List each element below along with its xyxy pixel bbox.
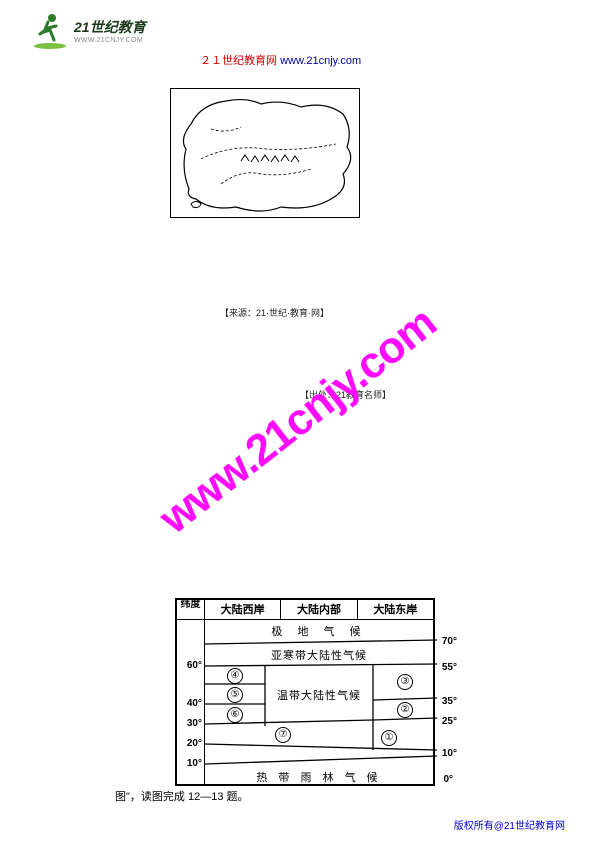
climate-table: 纬度 大陆西岸 大陆内部 大陆东岸 60° 40° 30° 20° 10° 70…: [175, 598, 435, 786]
figure-caption: 图"，读图完成 12—13 题。: [115, 788, 249, 804]
climate-table-body: 极 地 气 候 亚寒带大陆性气候 温带大陆性气候 热 带 雨 林 气 候 ④ ⑤…: [205, 620, 433, 784]
zone-tropical-rain: 热 带 雨 林 气 候: [205, 768, 433, 786]
circled-4: ④: [227, 668, 243, 684]
header-west: 大陆西岸: [205, 600, 281, 619]
zone-polar: 极 地 气 候: [205, 622, 433, 640]
lat-r-25: 25°: [442, 716, 457, 727]
header-latitude: 纬度: [177, 600, 205, 619]
logo-runner-icon: [30, 10, 70, 50]
lat-60: 60°: [187, 660, 202, 671]
lat-r-0: 0°: [443, 774, 453, 785]
header-link-url[interactable]: www.21cnjy.com: [280, 55, 361, 67]
lat-40: 40°: [187, 698, 202, 709]
source-1-text: 【来源：21·世纪·教育·网】: [220, 308, 329, 318]
header-inner: 大陆内部: [281, 600, 357, 619]
lat-30: 30°: [187, 718, 202, 729]
source-2-text: 【出处：21教育名师】: [300, 390, 391, 400]
logo-url-text: WWW.21CNJY.COM: [74, 37, 146, 44]
map-figure-1: [170, 88, 360, 218]
circled-5: ⑤: [227, 687, 243, 703]
circled-2: ②: [397, 702, 413, 718]
lat-20: 20°: [187, 738, 202, 749]
source-annotation-1: 【来源：21·世纪·教育·网】: [220, 306, 329, 319]
zone-continental: 温带大陆性气候: [269, 676, 369, 716]
page-header: 21世纪教育 WWW.21CNJY.COM ２１世纪教育网 www.21cnjy…: [0, 0, 595, 70]
zone-subarctic: 亚寒带大陆性气候: [225, 646, 413, 664]
circled-3: ③: [397, 674, 413, 690]
lat-r-10: 10°: [442, 748, 457, 759]
header-link: ２１世纪教育网 www.21cnjy.com: [200, 52, 361, 68]
lat-10: 10°: [187, 758, 202, 769]
logo-cn-text: 21世纪教育: [74, 17, 146, 37]
circled-7: ⑦: [275, 727, 291, 743]
circled-1: ①: [381, 730, 397, 746]
climate-table-header: 纬度 大陆西岸 大陆内部 大陆东岸: [177, 600, 433, 620]
source-annotation-2: 【出处：21教育名师】: [300, 388, 391, 401]
lat-r-70: 70°: [442, 636, 457, 647]
lat-r-35: 35°: [442, 696, 457, 707]
header-east: 大陆东岸: [358, 600, 433, 619]
latitude-axis-left: 60° 40° 30° 20° 10°: [177, 620, 205, 784]
watermark-text: www.21cnjy.com: [150, 298, 445, 544]
circled-6: ⑥: [227, 707, 243, 723]
lat-r-55: 55°: [442, 662, 457, 673]
site-logo: 21世纪教育 WWW.21CNJY.COM: [30, 10, 146, 50]
page-footer: 版权所有@21世纪教育网: [454, 817, 565, 832]
logo-text: 21世纪教育 WWW.21CNJY.COM: [74, 17, 146, 44]
header-link-prefix: ２１世纪教育网: [200, 55, 277, 67]
